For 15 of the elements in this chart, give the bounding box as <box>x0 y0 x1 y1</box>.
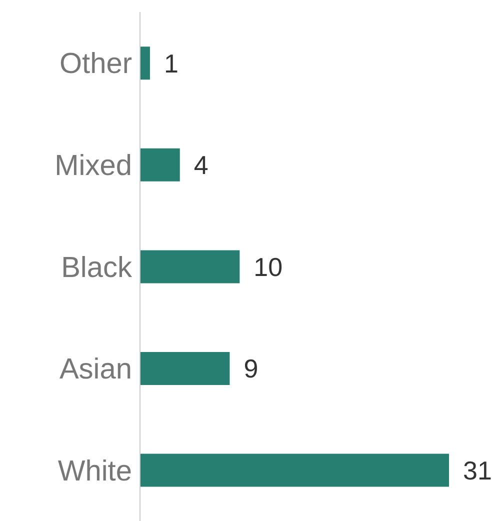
data-label: 10 <box>254 252 283 282</box>
y-tick-label: Other <box>59 48 132 80</box>
y-tick-label: Mixed <box>54 150 132 182</box>
data-label: 9 <box>244 354 258 384</box>
bar <box>140 148 180 182</box>
data-label: 31 <box>463 456 492 486</box>
data-label: 1 <box>164 48 178 78</box>
y-tick-label: Black <box>61 252 132 284</box>
bar <box>140 46 150 80</box>
y-tick-label: White <box>58 455 132 488</box>
bar <box>140 250 240 284</box>
bar <box>140 454 449 487</box>
data-label: 4 <box>194 150 208 180</box>
y-tick-label: Asian <box>59 354 132 386</box>
bar <box>140 352 230 386</box>
